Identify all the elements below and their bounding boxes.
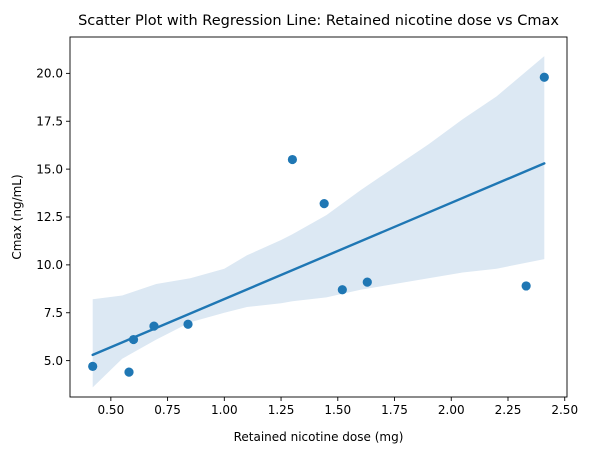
data-point bbox=[183, 319, 193, 329]
x-tick-label: 0.75 bbox=[154, 403, 181, 417]
y-tick-label: 12.5 bbox=[36, 210, 63, 224]
regression-line bbox=[91, 162, 546, 357]
data-point bbox=[319, 198, 329, 209]
x-tick-label: 1.50 bbox=[324, 403, 351, 417]
y-tick-label: 10.0 bbox=[36, 258, 63, 272]
data-point bbox=[149, 321, 159, 331]
data-point bbox=[521, 281, 531, 291]
regression-line-layer bbox=[91, 162, 546, 357]
confidence-band bbox=[92, 56, 545, 388]
y-tick-label: 15.0 bbox=[36, 162, 63, 176]
y-tick-label: 17.5 bbox=[36, 114, 63, 128]
y-tick-label: 20.0 bbox=[36, 67, 63, 81]
x-axis-label: Retained nicotine dose (mg) bbox=[234, 430, 404, 444]
data-point bbox=[124, 367, 134, 377]
x-tick-label: 2.25 bbox=[495, 403, 522, 417]
data-points-layer bbox=[88, 72, 549, 377]
y-axis-label: Cmax (ng/mL) bbox=[10, 174, 24, 259]
chart-title: Scatter Plot with Regression Line: Retai… bbox=[78, 13, 559, 29]
data-point bbox=[88, 361, 98, 371]
y-axis-ticks: 5.0 7.5 10.0 12.5 15.0 17.5 20.0 bbox=[36, 67, 70, 368]
data-point bbox=[287, 154, 298, 165]
x-tick-label: 2.00 bbox=[438, 403, 465, 417]
x-tick-label: 1.00 bbox=[211, 403, 238, 417]
data-point bbox=[128, 334, 139, 345]
x-tick-label: 1.25 bbox=[268, 403, 295, 417]
data-point bbox=[539, 72, 549, 82]
y-tick-label: 7.5 bbox=[44, 306, 63, 320]
data-point bbox=[337, 285, 347, 295]
x-tick-label: 1.75 bbox=[381, 403, 408, 417]
x-tick-label: 2.50 bbox=[551, 403, 578, 417]
data-point bbox=[362, 277, 372, 287]
x-axis-ticks: 0.50 0.75 1.00 1.25 1.50 1.75 2.00 2.25 2.50 bbox=[97, 397, 578, 417]
y-tick-label: 5.0 bbox=[44, 354, 63, 368]
confidence-band-layer bbox=[92, 56, 545, 388]
x-tick-label: 0.50 bbox=[97, 403, 124, 417]
